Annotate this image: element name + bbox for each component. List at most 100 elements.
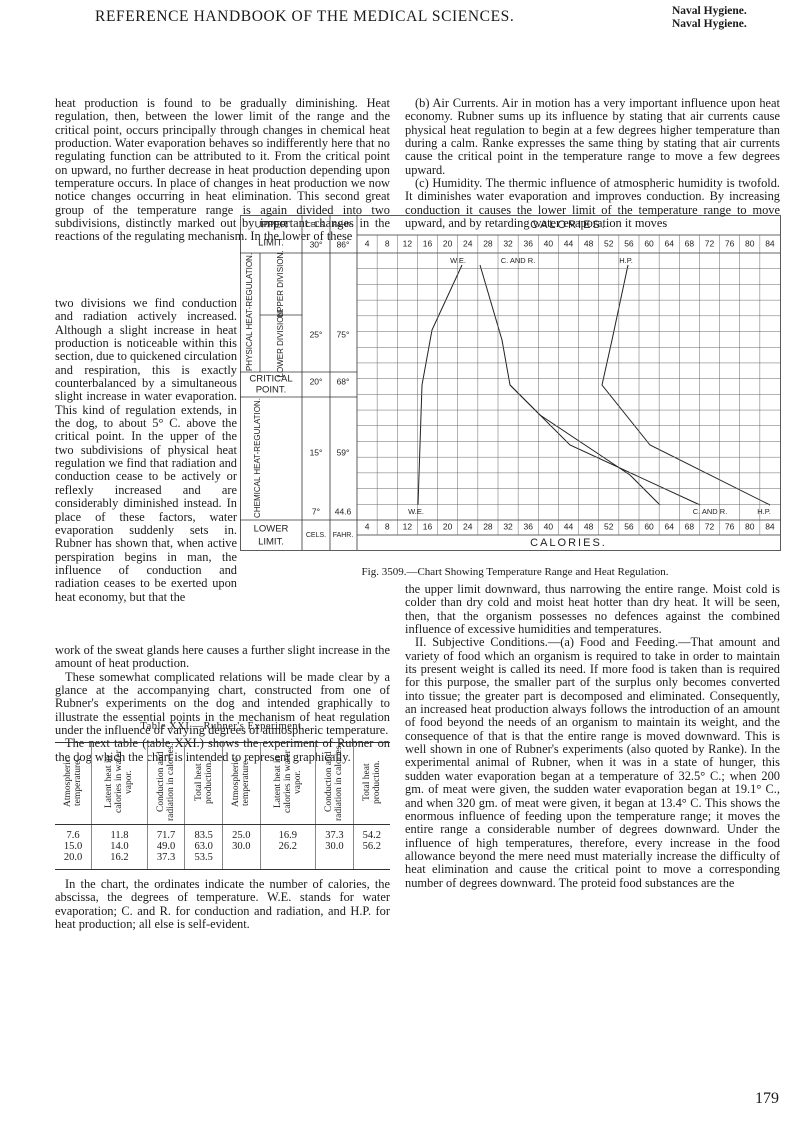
- label: CRITICAL: [249, 374, 292, 385]
- cell: 25.0: [221, 824, 261, 841]
- cell: 26.2: [259, 841, 316, 852]
- tick-label: 44: [564, 521, 574, 531]
- tick-label: 60: [644, 238, 654, 248]
- cell: 16.2: [91, 852, 148, 870]
- header-text: Conduction and radiation in calories.: [324, 743, 345, 821]
- label: UPPER DIVISION.: [276, 250, 285, 317]
- tick-label: 80: [745, 238, 755, 248]
- paragraph: II. Subjective Conditions.—(a) Food and …: [405, 635, 780, 890]
- header-text: Conduction and radiation in calories.: [156, 743, 177, 821]
- tick-label: 52: [604, 238, 614, 248]
- tick-label: 28: [483, 521, 493, 531]
- paragraph: the upper limit downward, thus narrowing…: [405, 582, 780, 637]
- chart-figure: 4488121216162020242428283232363640404444…: [240, 215, 781, 551]
- temp-label: 44.6: [335, 506, 352, 516]
- header-text: Latent heat in calories in water vapor.: [104, 750, 135, 814]
- label: UPPER: [255, 220, 288, 231]
- cell: 30.0: [315, 841, 354, 852]
- temp-label: 20°: [310, 376, 323, 386]
- header-title: REFERENCE HANDBOOK OF THE MEDICAL SCIENC…: [95, 8, 515, 25]
- temp-label: 59°: [337, 447, 350, 457]
- tick-label: 68: [685, 521, 695, 531]
- cell: [352, 852, 390, 870]
- row: 7.6 11.8 71.7 83.5 25.0 16.9 37.3 54.2: [55, 824, 390, 841]
- header-cell: Total heat production.: [184, 742, 223, 825]
- tick-label: 8: [385, 238, 390, 248]
- cell: [315, 852, 354, 870]
- header-text: Latent heat in calories in water vapor.: [272, 750, 303, 814]
- cell: 30.0: [221, 841, 261, 852]
- paragraph: two divisions we find conduction and rad…: [55, 296, 238, 604]
- label: LIMIT.: [258, 537, 284, 548]
- tick-label: 16: [423, 238, 433, 248]
- tick-label: 72: [705, 238, 715, 248]
- temp-label: 86°: [337, 239, 350, 249]
- tick-label: 56: [624, 238, 634, 248]
- header-text: Atmospheric temperature.: [231, 757, 252, 807]
- cell: [221, 852, 261, 870]
- curve-hp: [601, 264, 771, 506]
- cell: 14.0: [91, 841, 148, 852]
- paragraph: (c) Humidity. The thermic influence of a…: [405, 176, 780, 231]
- tick-label: 84: [765, 521, 775, 531]
- header-text: Atmospheric temperature.: [63, 757, 84, 807]
- tick-label: 4: [365, 238, 370, 248]
- cell: 56.2: [352, 841, 390, 852]
- temp-label: 15°: [310, 447, 323, 457]
- tick-label: 28: [483, 238, 493, 248]
- label: LOWER: [254, 524, 289, 535]
- paragraph: work of the sweat glands here causes a f…: [55, 643, 390, 671]
- text-block: (b) Air Currents. Air in motion has a ve…: [405, 96, 780, 231]
- cell: [259, 852, 316, 870]
- curve-label: H.P.: [619, 256, 633, 265]
- curve-we: [417, 264, 463, 506]
- label: PHYSICAL HEAT-REGULATION.: [245, 253, 254, 371]
- header-cell: Atmospheric temperature.: [55, 742, 92, 825]
- label: LIMIT.: [258, 238, 284, 249]
- label: FAHR.: [333, 222, 354, 229]
- tick-label: 32: [503, 238, 513, 248]
- paragraph: heat production is found to be gradually…: [55, 96, 390, 244]
- tick-label: 84: [765, 238, 775, 248]
- tick-label: 36: [523, 238, 533, 248]
- table-title: Table XXI.—Rubner's Experiment.: [140, 721, 305, 732]
- tick-label: 4: [365, 521, 370, 531]
- cell: 63.0: [184, 841, 223, 852]
- running-head: Naval Hygiene.: [672, 5, 747, 17]
- cell: 15.0: [63, 841, 83, 852]
- curve-label: C. AND R.: [501, 256, 536, 265]
- header-cell: Conduction and radiation in calories.: [315, 742, 354, 825]
- row: 20.0 16.2 37.3 53.5: [55, 852, 390, 870]
- header-cell: Total heat production.: [352, 742, 390, 825]
- cell: 71.7: [146, 824, 185, 841]
- figure-caption: Fig. 3509.—Chart Showing Temperature Ran…: [361, 566, 669, 578]
- curve-label: C. AND R.: [693, 507, 728, 516]
- temp-label: 25°: [310, 329, 323, 339]
- header-text: Total heat production.: [361, 760, 382, 804]
- row: 15.0 14.0 49.0 63.0 30.0 26.2 30.0 56.2: [55, 841, 390, 852]
- tick-label: 56: [624, 521, 634, 531]
- tick-label: 80: [745, 521, 755, 531]
- text-block: heat production is found to be gradually…: [55, 96, 390, 244]
- axis-title: CALORIES.: [530, 537, 607, 549]
- paragraph: (b) Air Currents. Air in motion has a ve…: [405, 96, 780, 177]
- tick-label: 40: [544, 238, 554, 248]
- tick-label: 36: [523, 521, 533, 531]
- curve-label: W.E.: [408, 507, 424, 516]
- header-cell: Atmospheric temperature.: [221, 742, 261, 825]
- cell: 37.3: [146, 852, 185, 870]
- tick-label: 16: [423, 521, 433, 531]
- tick-label: 72: [705, 521, 715, 531]
- label: POINT.: [256, 385, 287, 396]
- curve-label: W.E.: [450, 256, 466, 265]
- cell: 37.3: [315, 824, 354, 841]
- tick-label: 12: [403, 521, 413, 531]
- frame: [240, 215, 781, 551]
- label: LOWER DIVISION.: [276, 309, 285, 378]
- header-cell: Conduction and radiation in calories.: [146, 742, 185, 825]
- tick-label: 52: [604, 521, 614, 531]
- tick-label: 8: [385, 521, 390, 531]
- text-block: two divisions we find conduction and rad…: [55, 296, 238, 604]
- header-cell: Latent heat in calories in water vapor.: [259, 742, 316, 825]
